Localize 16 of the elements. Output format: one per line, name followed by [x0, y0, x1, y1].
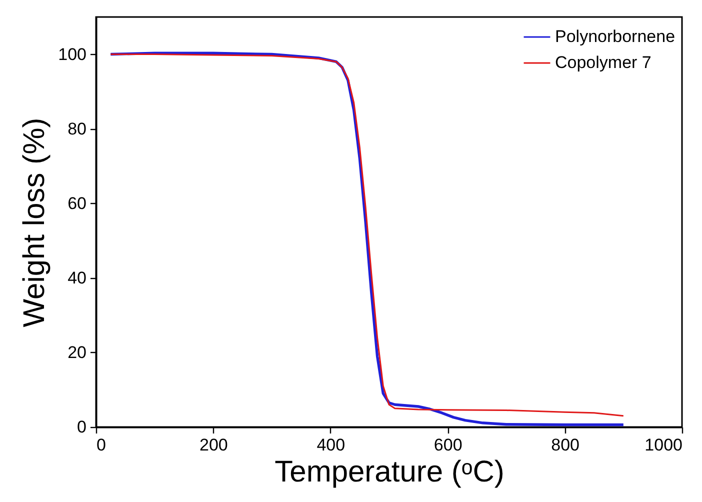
- x-tick-label: 1000: [644, 436, 682, 454]
- y-tick-label: 20: [68, 342, 86, 362]
- y-tick-label: 100: [58, 44, 86, 64]
- y-tick-label: 0: [77, 418, 86, 436]
- x-axis-title: Temperature (ᵒC): [274, 456, 504, 488]
- x-tick-label: 800: [551, 436, 580, 454]
- y-tick-label: 60: [68, 194, 86, 213]
- legend-label: Copolymer 7: [555, 53, 652, 72]
- x-tick-label: 0: [96, 436, 106, 454]
- x-tick-label: 400: [316, 436, 346, 454]
- x-tick-label: 600: [434, 436, 462, 454]
- y-tick-label: 80: [68, 119, 86, 138]
- y-tick-label: 40: [68, 268, 86, 288]
- x-tick-label: 200: [200, 436, 228, 454]
- legend-label: Polynorbornene: [555, 27, 676, 46]
- y-axis-title: Weight loss (%): [18, 118, 52, 328]
